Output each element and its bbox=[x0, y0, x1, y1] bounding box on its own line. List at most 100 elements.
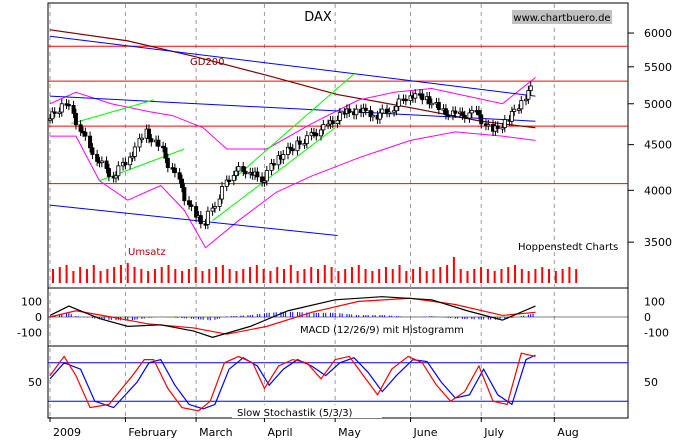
candle-body bbox=[286, 146, 291, 155]
macd-panel: 100 100 0 0 -100 -100 bbox=[17, 295, 669, 339]
volume-bar bbox=[486, 269, 489, 283]
candle-body bbox=[429, 102, 434, 106]
volume-bar bbox=[384, 267, 387, 283]
candle-body bbox=[224, 179, 229, 187]
volume-bar bbox=[418, 267, 421, 283]
volume-bar bbox=[242, 269, 245, 283]
volume-bar bbox=[439, 267, 442, 283]
candle-body bbox=[460, 111, 465, 116]
volume-bar bbox=[119, 265, 122, 283]
candle-body bbox=[392, 110, 397, 113]
candle-body bbox=[467, 112, 472, 119]
volume-bar bbox=[289, 265, 292, 283]
volume-bar bbox=[364, 269, 367, 283]
candle-body bbox=[509, 111, 514, 122]
volume-bar bbox=[52, 269, 54, 283]
volume-label: Umsatz bbox=[128, 247, 166, 258]
candle-body bbox=[104, 160, 109, 169]
volume-bar bbox=[466, 271, 469, 283]
candle-body bbox=[59, 103, 64, 113]
candle-body bbox=[139, 137, 144, 141]
candle-body bbox=[354, 108, 359, 116]
candle-body bbox=[281, 154, 286, 160]
price-tick-label: 3500 bbox=[644, 236, 672, 249]
candle-body bbox=[163, 147, 168, 159]
volume-bar bbox=[344, 269, 347, 283]
candle-body bbox=[165, 157, 170, 169]
volume-bar bbox=[235, 271, 238, 283]
candle-body bbox=[377, 112, 382, 120]
volume-bar bbox=[350, 267, 353, 283]
candle-body bbox=[234, 170, 239, 176]
candle-body bbox=[88, 135, 93, 149]
candle-body bbox=[443, 108, 448, 116]
volume-bar bbox=[337, 271, 340, 283]
candle-body bbox=[149, 138, 154, 143]
candle-body bbox=[290, 148, 295, 152]
candle-body bbox=[453, 110, 458, 114]
candle-body bbox=[288, 146, 293, 150]
plot-frame bbox=[47, 2, 629, 419]
price-tick-label: 6000 bbox=[644, 27, 672, 40]
volume-bar bbox=[452, 257, 455, 283]
candle-body bbox=[50, 111, 55, 120]
volume-bars bbox=[52, 257, 578, 283]
candle-body bbox=[90, 147, 95, 155]
candle-body bbox=[516, 108, 521, 111]
volume-bar bbox=[310, 267, 313, 283]
candle-body bbox=[269, 163, 274, 171]
volume-bar bbox=[527, 271, 530, 283]
candle-body bbox=[113, 175, 118, 179]
x-tick-label: May bbox=[338, 426, 361, 439]
volume-bar bbox=[276, 267, 279, 283]
volume-bar bbox=[296, 271, 299, 283]
channel-line bbox=[212, 127, 336, 221]
candle-body bbox=[146, 128, 151, 140]
bollinger-upper bbox=[49, 77, 536, 150]
candle-body bbox=[99, 160, 104, 163]
candle-body bbox=[71, 105, 76, 114]
candle-body bbox=[212, 206, 217, 209]
volume-bar bbox=[228, 269, 231, 283]
candle-body bbox=[368, 110, 373, 118]
volume-bar bbox=[92, 265, 95, 283]
candle-body bbox=[319, 129, 324, 137]
candle-body bbox=[123, 161, 128, 166]
candle-body bbox=[495, 125, 500, 129]
volume-bar bbox=[554, 271, 557, 283]
macd-signal-line bbox=[49, 297, 536, 335]
candle-body bbox=[73, 112, 78, 126]
candle-body bbox=[106, 168, 111, 177]
x-tick-label: Aug bbox=[557, 426, 578, 439]
volume-bar bbox=[72, 271, 75, 283]
candle-body bbox=[189, 204, 194, 207]
candle-body bbox=[370, 114, 375, 118]
channel-line bbox=[71, 99, 154, 125]
candle-body bbox=[519, 100, 524, 110]
macd-tick-label-right: 0 bbox=[644, 311, 651, 324]
volume-bar bbox=[412, 269, 415, 283]
candle-body bbox=[524, 98, 529, 102]
candle-body bbox=[83, 131, 88, 137]
macd-tick-label-left: -100 bbox=[17, 327, 42, 340]
candle-body bbox=[271, 163, 276, 166]
volume-bar bbox=[317, 269, 319, 283]
candle-body bbox=[198, 215, 203, 225]
volume-bar bbox=[323, 265, 326, 283]
channel-line bbox=[231, 73, 355, 182]
price-tick-label: 5000 bbox=[644, 98, 672, 111]
volume-bar bbox=[575, 269, 578, 283]
candle-body bbox=[436, 102, 441, 110]
volume-bar bbox=[249, 267, 252, 283]
candle-body bbox=[231, 175, 236, 181]
candle-body bbox=[260, 176, 265, 183]
volume-bar bbox=[255, 265, 258, 283]
macd-line bbox=[49, 296, 536, 338]
volume-bar bbox=[378, 269, 381, 283]
candle-body bbox=[220, 186, 225, 200]
candle-body bbox=[182, 187, 187, 202]
candle-body bbox=[384, 108, 389, 114]
candle-body bbox=[187, 200, 192, 206]
candle-body bbox=[227, 179, 232, 182]
candle-body bbox=[276, 155, 281, 166]
